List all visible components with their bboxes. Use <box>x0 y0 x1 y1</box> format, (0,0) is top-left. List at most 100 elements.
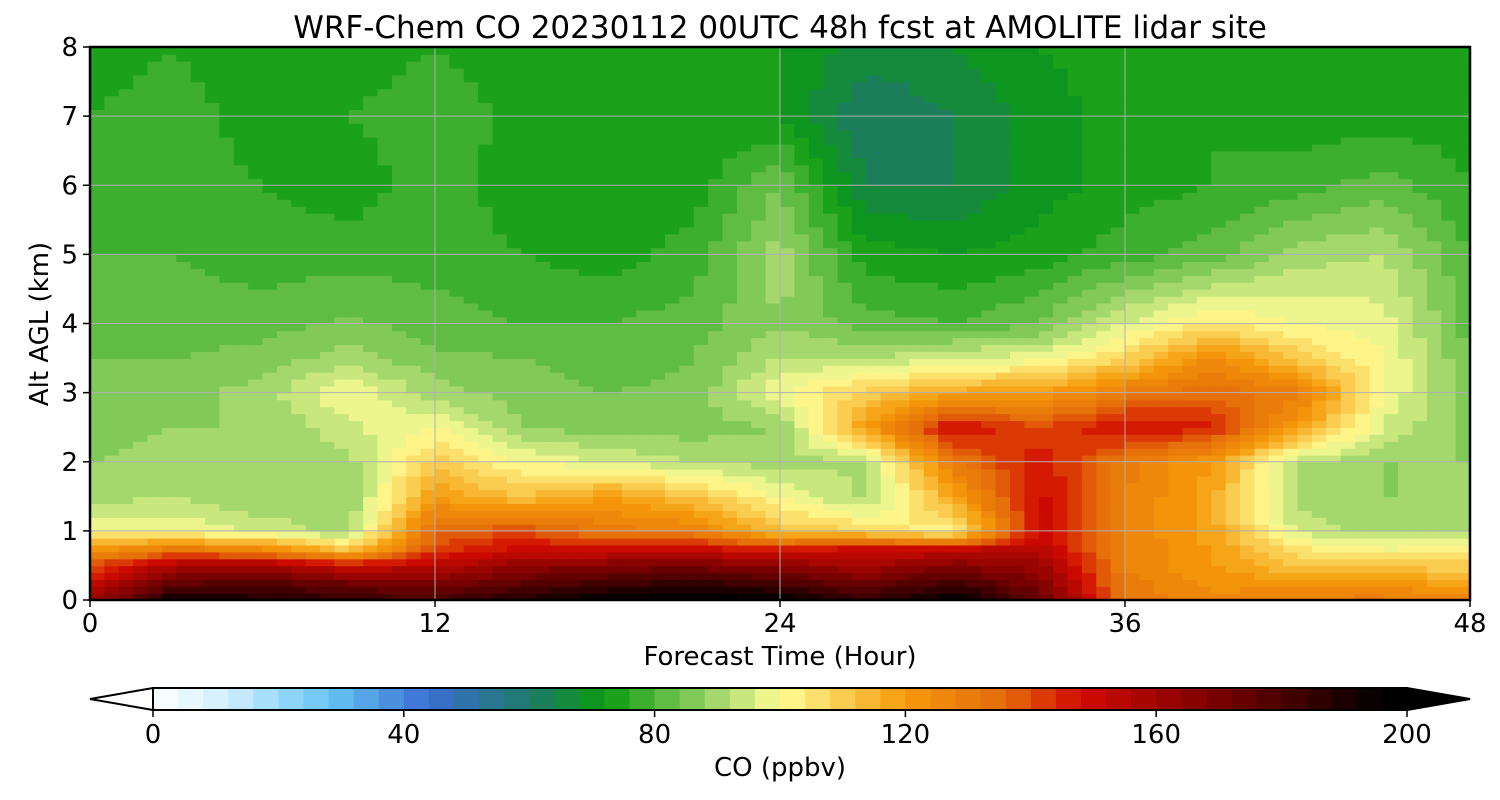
heatmap-cell <box>492 371 508 380</box>
heatmap-cell <box>1283 261 1299 269</box>
heatmap-cell <box>1283 558 1299 567</box>
heatmap-cell <box>780 468 796 477</box>
heatmap-cell <box>823 351 839 359</box>
heatmap-cell <box>837 344 853 352</box>
heatmap-cell <box>161 441 178 449</box>
heatmap-cell <box>320 378 336 387</box>
heatmap-cell <box>219 530 235 539</box>
heatmap-cell <box>736 295 753 304</box>
heatmap-cell <box>1326 364 1342 373</box>
heatmap-cell <box>478 302 494 311</box>
heatmap-cell <box>981 358 997 366</box>
heatmap-cell <box>564 551 580 560</box>
heatmap-cell <box>722 496 738 505</box>
heatmap-cell <box>952 378 968 387</box>
heatmap-cell <box>578 413 594 422</box>
heatmap-cell <box>406 420 422 428</box>
heatmap-cell <box>736 523 753 532</box>
heatmap-cell <box>1268 593 1284 600</box>
heatmap-cell <box>420 434 436 442</box>
heatmap-cell <box>621 468 638 477</box>
heatmap-cell <box>1096 282 1112 290</box>
heatmap-cell <box>463 282 479 290</box>
heatmap-cell <box>808 282 824 290</box>
heatmap-cell <box>377 337 393 346</box>
heatmap-cell <box>406 593 422 600</box>
heatmap-cell <box>736 420 753 428</box>
heatmap-cell <box>550 593 566 600</box>
heatmap-cell <box>722 468 738 477</box>
heatmap-cell <box>823 309 839 318</box>
heatmap-cell <box>420 268 436 276</box>
heatmap-cell <box>291 461 307 470</box>
heatmap-cell <box>679 240 695 249</box>
heatmap-cell <box>736 399 753 408</box>
heatmap-cell <box>1125 295 1141 304</box>
heatmap-cell <box>823 399 839 408</box>
heatmap-cell <box>1053 579 1069 587</box>
heatmap-cell <box>420 413 436 422</box>
heatmap-cell <box>1038 572 1054 581</box>
heatmap-cell <box>650 275 666 283</box>
heatmap-cell <box>1297 399 1313 408</box>
heatmap-cell <box>1067 295 1083 304</box>
heatmap-cell <box>1426 489 1443 498</box>
heatmap-cell <box>722 247 738 256</box>
heatmap-cell <box>1067 489 1083 498</box>
heatmap-cell <box>1053 302 1069 311</box>
heatmap-cell <box>621 371 638 380</box>
heatmap-cell <box>593 510 609 518</box>
heatmap-cell <box>90 565 106 574</box>
heatmap-cell <box>1455 351 1470 359</box>
heatmap-cell <box>1168 275 1184 283</box>
heatmap-cell <box>147 247 163 256</box>
heatmap-cell <box>1168 288 1184 297</box>
heatmap-cell <box>391 572 408 581</box>
heatmap-cell <box>895 544 911 553</box>
heatmap-cell <box>1024 586 1040 594</box>
heatmap-cell <box>262 593 278 600</box>
heatmap-cell <box>1081 261 1098 269</box>
heatmap-cell <box>765 434 781 442</box>
heatmap-cell <box>1153 351 1169 359</box>
heatmap-cell <box>823 275 839 283</box>
heatmap-cell <box>363 537 379 546</box>
heatmap-cell <box>952 344 968 352</box>
heatmap-cell <box>1139 482 1155 491</box>
heatmap-cell <box>621 302 638 311</box>
heatmap-cell <box>550 330 566 339</box>
heatmap-cell <box>636 378 652 387</box>
heatmap-cell <box>679 344 695 352</box>
heatmap-cell <box>665 447 681 456</box>
heatmap-cell <box>823 330 839 339</box>
heatmap-cell <box>190 503 206 511</box>
heatmap-cell <box>1297 268 1313 276</box>
heatmap-cell <box>1096 385 1112 394</box>
heatmap-cell <box>751 482 767 491</box>
heatmap-cell <box>248 358 264 366</box>
heatmap-cell <box>823 551 839 560</box>
heatmap-cell <box>1067 288 1083 297</box>
heatmap-cell <box>1196 454 1213 463</box>
heatmap-cell <box>636 309 652 318</box>
heatmap-cell <box>1254 517 1270 525</box>
heatmap-cell <box>909 434 925 442</box>
heatmap-cell <box>621 288 638 297</box>
heatmap-cell <box>679 461 695 470</box>
heatmap-cell <box>118 461 134 470</box>
heatmap-cell <box>679 295 695 304</box>
heatmap-cell <box>751 447 767 456</box>
heatmap-cell <box>722 275 738 283</box>
heatmap-cell <box>1168 399 1184 408</box>
heatmap-cell <box>1455 565 1470 574</box>
heatmap-cell <box>607 344 623 352</box>
heatmap-cell <box>1240 558 1256 567</box>
heatmap-cell <box>535 295 551 304</box>
heatmap-cell <box>1412 364 1428 373</box>
heatmap-cell <box>1125 510 1141 518</box>
heatmap-cell <box>363 364 379 373</box>
heatmap-cell <box>478 496 494 505</box>
heatmap-cell <box>1355 468 1371 477</box>
heatmap-cell <box>1297 427 1313 435</box>
heatmap-cell <box>463 530 479 539</box>
